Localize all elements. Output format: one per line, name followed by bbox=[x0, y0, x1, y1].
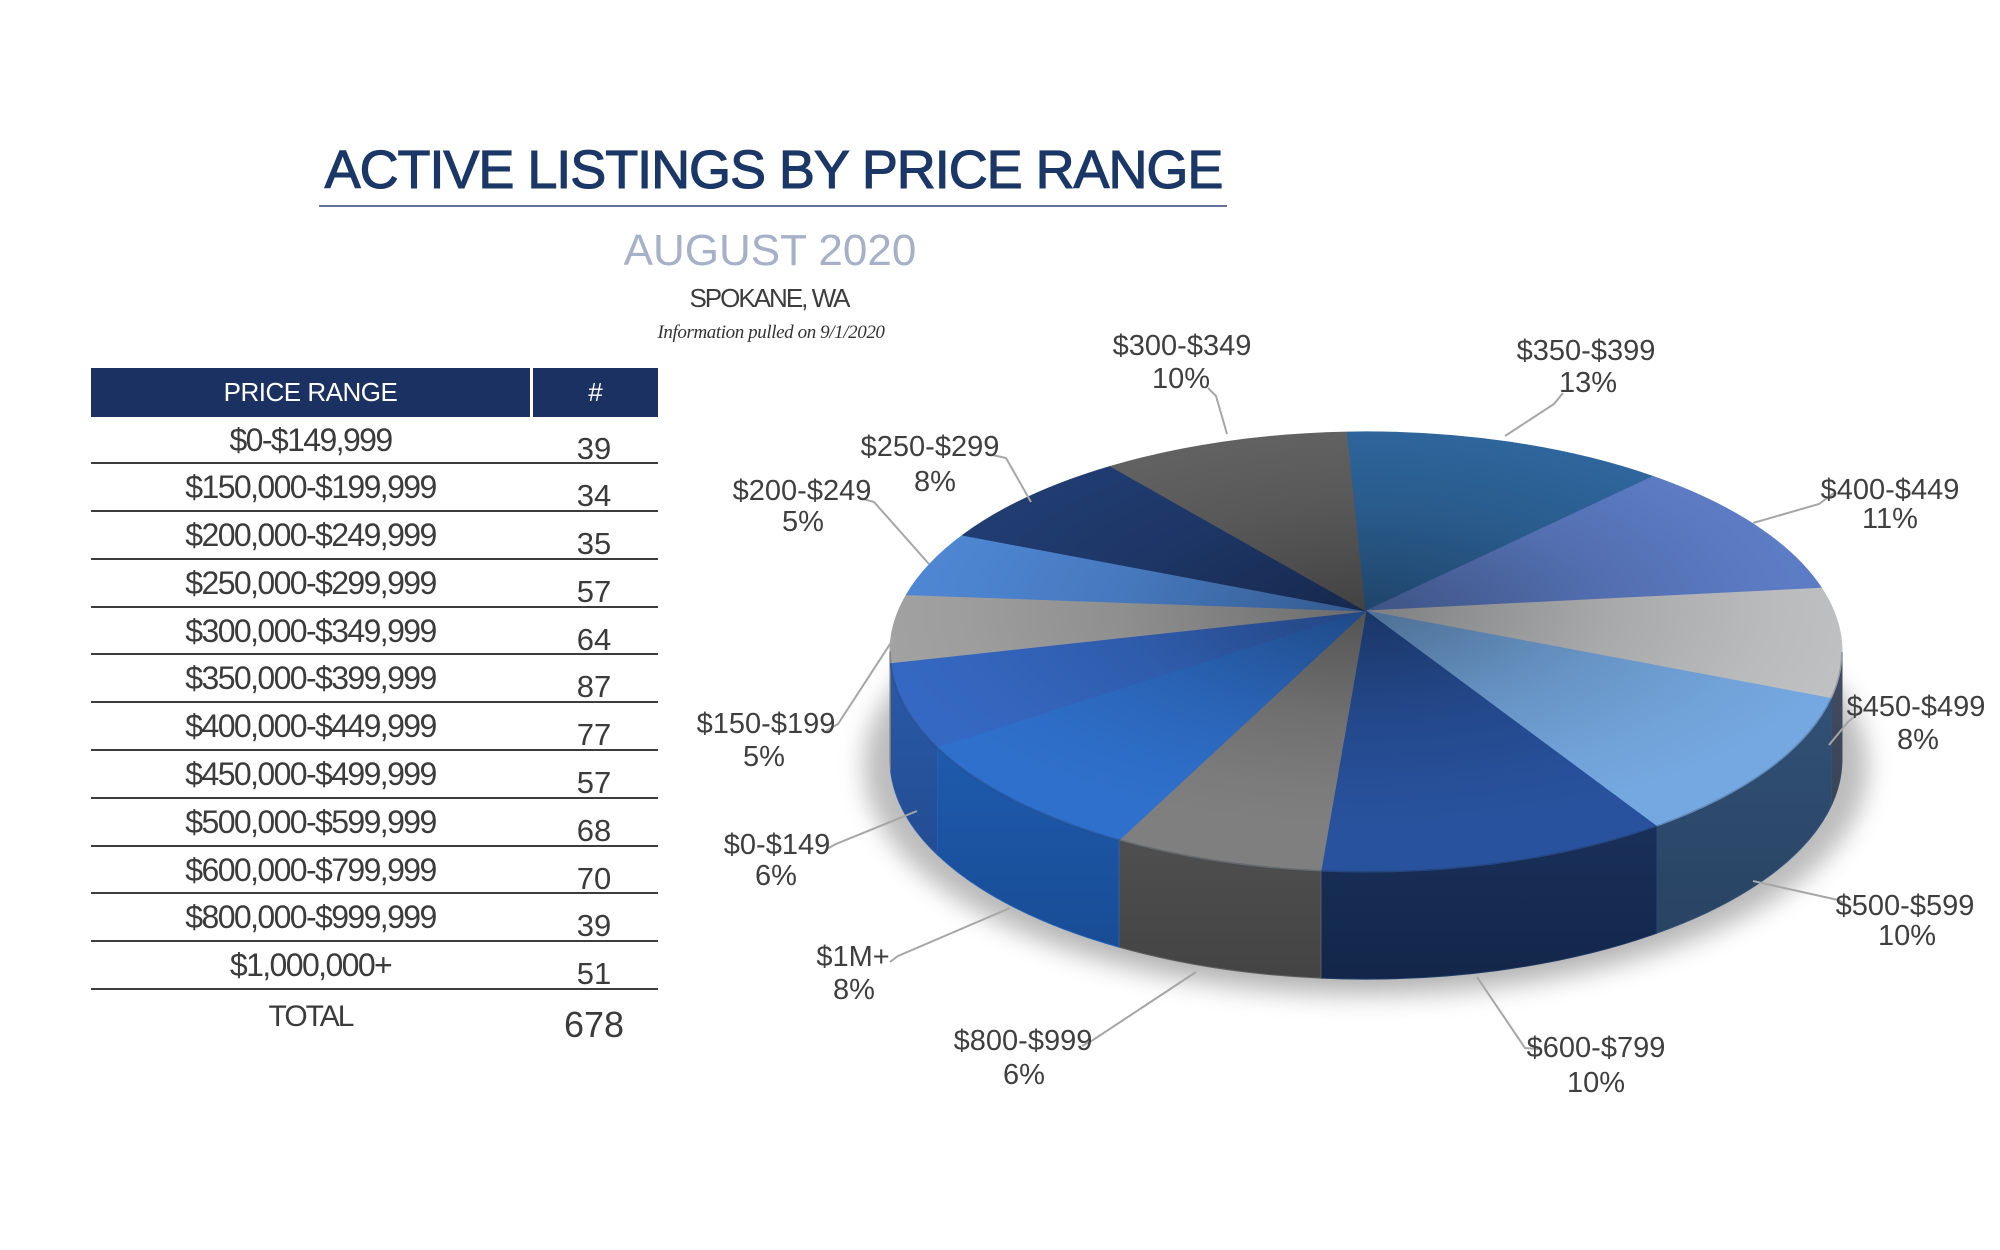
svg-text:13%: 13% bbox=[1559, 367, 1617, 399]
svg-text:6%: 6% bbox=[1003, 1059, 1045, 1091]
svg-text:$500-$599: $500-$599 bbox=[1836, 890, 1975, 922]
svg-text:8%: 8% bbox=[914, 466, 956, 498]
svg-text:$1M+: $1M+ bbox=[816, 941, 889, 973]
svg-text:8%: 8% bbox=[1897, 724, 1939, 756]
svg-text:$800-$999: $800-$999 bbox=[954, 1025, 1093, 1057]
svg-text:5%: 5% bbox=[743, 741, 785, 773]
svg-text:6%: 6% bbox=[755, 860, 797, 892]
svg-text:$450-$499: $450-$499 bbox=[1847, 691, 1986, 723]
svg-text:10%: 10% bbox=[1878, 920, 1936, 952]
svg-text:$0-$149: $0-$149 bbox=[724, 829, 830, 861]
svg-text:8%: 8% bbox=[833, 974, 875, 1006]
svg-text:$400-$449: $400-$449 bbox=[1821, 474, 1960, 506]
svg-text:5%: 5% bbox=[782, 506, 824, 538]
svg-text:$150-$199: $150-$199 bbox=[697, 708, 836, 740]
svg-text:10%: 10% bbox=[1567, 1067, 1625, 1099]
svg-text:$250-$299: $250-$299 bbox=[861, 431, 1000, 463]
svg-text:$600-$799: $600-$799 bbox=[1527, 1032, 1666, 1064]
svg-text:$300-$349: $300-$349 bbox=[1113, 330, 1252, 362]
svg-text:11%: 11% bbox=[1862, 503, 1918, 535]
svg-text:$200-$249: $200-$249 bbox=[733, 475, 872, 507]
svg-text:10%: 10% bbox=[1152, 363, 1210, 395]
svg-text:$350-$399: $350-$399 bbox=[1517, 335, 1656, 367]
